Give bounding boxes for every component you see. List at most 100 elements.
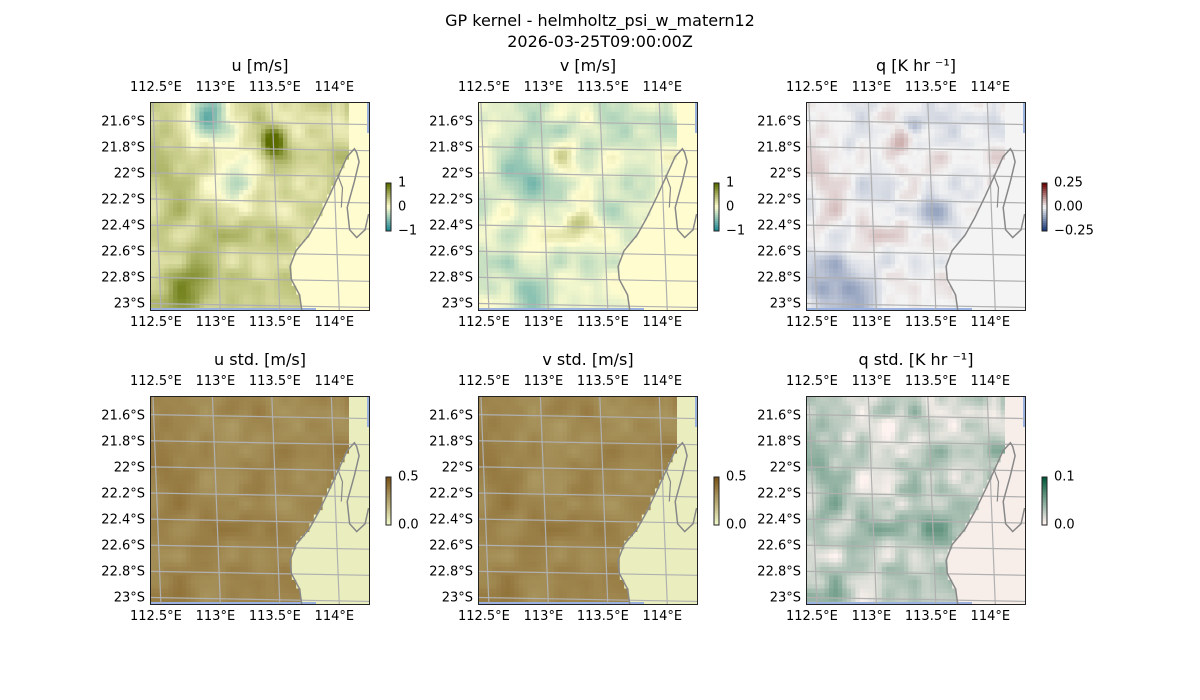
heatmap-cell xyxy=(685,137,691,143)
heatmap-cell xyxy=(615,142,621,148)
heatmap-cell xyxy=(353,290,359,296)
lon-tick-label: 113°E xyxy=(851,315,892,330)
heatmap-cell xyxy=(611,129,616,135)
heatmap-cell xyxy=(611,294,616,300)
heatmap-cell xyxy=(247,203,253,209)
heatmap-cell xyxy=(283,281,288,287)
heatmap-cell xyxy=(335,303,341,309)
heatmap-cell xyxy=(362,207,368,213)
heatmap-cell xyxy=(186,298,192,304)
heatmap-cell xyxy=(562,103,568,108)
heatmap-cell xyxy=(340,272,346,278)
heatmap-cell xyxy=(305,129,310,135)
heatmap-cell xyxy=(650,229,656,235)
heatmap-cell xyxy=(518,255,524,261)
heatmap-cell xyxy=(234,207,240,213)
heatmap-cell xyxy=(181,172,187,178)
heatmap-cell xyxy=(593,168,599,174)
heatmap-cell xyxy=(668,224,674,230)
heatmap-cell xyxy=(677,294,682,300)
heatmap-cell xyxy=(496,181,502,187)
heatmap-cell xyxy=(650,220,656,226)
heatmap-cell xyxy=(327,229,332,235)
heatmap-cell xyxy=(212,137,218,143)
heatmap-cell xyxy=(186,303,192,309)
heatmap-cell xyxy=(181,237,187,243)
heatmap-cell xyxy=(501,159,506,165)
parallel-gridline xyxy=(479,276,697,282)
heatmap-cell xyxy=(628,168,634,174)
heatmap-cell xyxy=(606,237,612,243)
heatmap-cell xyxy=(602,194,608,200)
heatmap-cell xyxy=(685,303,691,309)
heatmap-cell xyxy=(278,298,284,304)
colorbar-segment xyxy=(714,205,719,208)
heatmap-cell xyxy=(331,129,337,135)
heatmap-cell xyxy=(575,177,581,182)
heatmap-cell xyxy=(291,290,297,296)
heatmap-cell xyxy=(531,137,537,143)
heatmap-cell xyxy=(584,142,590,148)
heatmap-cell xyxy=(518,251,524,256)
heatmap-cell xyxy=(234,185,240,191)
heatmap-cell xyxy=(571,294,577,300)
heatmap-cell xyxy=(313,120,319,126)
heatmap-cell xyxy=(589,129,594,135)
heatmap-cell xyxy=(571,181,577,187)
colorbar-segment xyxy=(714,185,719,188)
heatmap-cell xyxy=(606,216,612,222)
heatmap-cell xyxy=(593,142,599,148)
heatmap-cell xyxy=(208,237,214,243)
heatmap-cell xyxy=(668,177,674,182)
heatmap-cell xyxy=(518,303,524,309)
heatmap-cell xyxy=(313,307,319,310)
heatmap-cell xyxy=(296,233,302,239)
heatmap-cell xyxy=(597,185,603,191)
heatmap-cell xyxy=(296,103,302,108)
heatmap-cell xyxy=(527,298,533,304)
heatmap-cell xyxy=(331,251,337,256)
heatmap-cell xyxy=(553,285,559,291)
heatmap-cell xyxy=(217,259,222,265)
heatmap-cell xyxy=(641,181,647,187)
heatmap-cell xyxy=(177,190,183,196)
heatmap-cell xyxy=(483,251,489,256)
heatmap-cell xyxy=(531,251,537,256)
heatmap-cell xyxy=(681,129,687,135)
heatmap-cell xyxy=(195,159,200,165)
heatmap-cell xyxy=(868,103,874,108)
heatmap-cell xyxy=(309,133,315,139)
colorbar-segment xyxy=(386,189,391,192)
heatmap-cell xyxy=(553,281,559,287)
heatmap-cell xyxy=(173,229,178,235)
heatmap-cell xyxy=(318,133,324,139)
heatmap-cell xyxy=(514,198,520,204)
heatmap-cell xyxy=(327,224,332,230)
heatmap-cell xyxy=(173,285,178,291)
heatmap-cell xyxy=(274,111,280,117)
heatmap-cell xyxy=(186,259,192,265)
heatmap-cell xyxy=(553,133,559,139)
heatmap-cell xyxy=(479,203,484,209)
heatmap-cell xyxy=(663,203,669,209)
heatmap-cell xyxy=(300,155,306,161)
heatmap-cell xyxy=(558,255,564,261)
heatmap-cell xyxy=(186,203,192,209)
heatmap-cell xyxy=(190,172,196,178)
heatmap-cell xyxy=(173,259,178,265)
heatmap-cell xyxy=(615,255,621,261)
heatmap-cell xyxy=(252,150,258,156)
heatmap-cell xyxy=(173,272,178,278)
heatmap-cell xyxy=(553,103,559,108)
heatmap-cell xyxy=(313,172,319,178)
heatmap-cell xyxy=(536,211,542,217)
heatmap-cell xyxy=(694,272,697,278)
heatmap-cell xyxy=(151,251,156,256)
heatmap-cell xyxy=(195,129,200,135)
ocean-edge-strip xyxy=(151,308,316,310)
heatmap-cell xyxy=(628,290,634,296)
colorbar-segment xyxy=(386,225,391,228)
heatmap-cell xyxy=(287,137,293,143)
heatmap-cell xyxy=(247,107,253,113)
heatmap-cell xyxy=(177,268,183,274)
